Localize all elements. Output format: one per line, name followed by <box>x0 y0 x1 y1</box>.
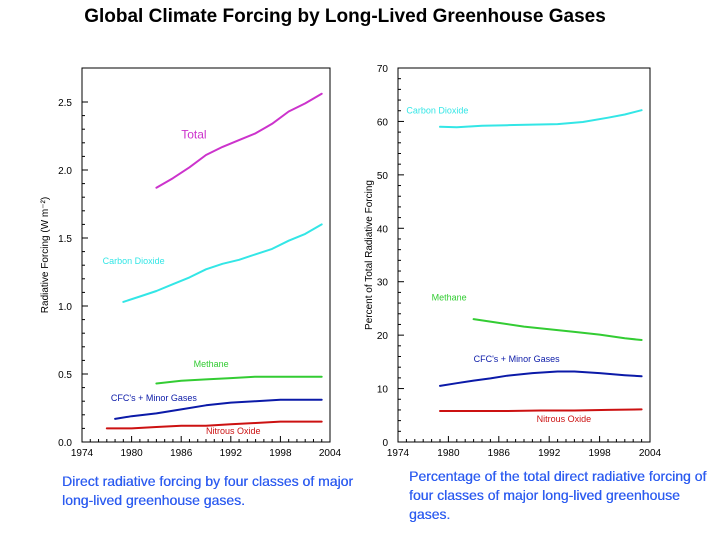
y-axis-label: Radiative Forcing (W m⁻²) <box>40 197 51 313</box>
series-line-nitrous-oxide <box>105 420 323 430</box>
series-label-total: Total <box>181 128 206 142</box>
x-tick-label: 1992 <box>538 448 561 459</box>
x-tick-label: 1974 <box>71 448 94 459</box>
series-label-methane: Methane <box>432 292 467 302</box>
series-line-cfc-s-minor-gases <box>439 370 643 387</box>
x-tick-label: 2004 <box>639 448 662 459</box>
y-axis-label: Percent of Total Radiative Forcing <box>364 180 375 330</box>
chart-radiative-forcing: 1974 1980 1986 1992 1998 2004 0.0 0.5 1.0 1.5 2.0 2… <box>40 67 342 459</box>
series-label-cfc-s-minor-gases: CFC's + Minor Gases <box>111 393 197 403</box>
series-line-total <box>155 92 323 189</box>
series-label-carbon-dioxide: Carbon Dioxide <box>406 105 468 115</box>
series-label-carbon-dioxide: Carbon Dioxide <box>103 256 165 266</box>
chart-percent-forcing: 1974 1980 1986 1992 1998 2004 0 10 20 30 40 50 60 70 P… <box>364 64 662 459</box>
y-tick-label: 0 <box>382 438 388 449</box>
y-tick-label: 20 <box>377 331 389 342</box>
y-tick-label: 0.0 <box>58 438 72 449</box>
series-line-cfc-s-minor-gases <box>114 398 323 420</box>
x-tick-label: 1986 <box>170 448 193 459</box>
y-tick-label: 0.5 <box>58 370 72 381</box>
y-tick-label: 2.5 <box>58 98 72 109</box>
y-tick-label: 1.5 <box>58 234 72 245</box>
series-line-methane <box>155 375 323 385</box>
series-line-carbon-dioxide <box>122 223 323 303</box>
y-tick-label: 70 <box>377 64 389 75</box>
y-tick-label: 60 <box>377 117 389 128</box>
series-label-nitrous-oxide: Nitrous Oxide <box>537 414 592 424</box>
series-label-nitrous-oxide: Nitrous Oxide <box>206 426 261 436</box>
page-title: Global Climate Forcing by Long-Lived Gre… <box>84 6 606 27</box>
x-tick-label: 2004 <box>319 448 342 459</box>
y-tick-label: 30 <box>377 278 389 289</box>
caption-left: Direct radiative forcing by four classes… <box>62 473 353 508</box>
x-tick-label: 1974 <box>387 448 410 459</box>
caption-right: Percentage of the total direct radiative… <box>409 468 707 522</box>
x-tick-label: 1998 <box>588 448 611 459</box>
x-tick-label: 1980 <box>120 448 143 459</box>
y-tick-label: 50 <box>377 171 389 182</box>
x-tick-label: 1980 <box>437 448 460 459</box>
y-tick-label: 40 <box>377 224 389 235</box>
x-tick-label: 1998 <box>269 448 292 459</box>
x-tick-label: 1986 <box>488 448 511 459</box>
series-line-methane <box>472 318 643 341</box>
y-tick-label: 1.0 <box>58 302 72 313</box>
series-line-nitrous-oxide <box>439 408 643 412</box>
x-tick-label: 1992 <box>220 448 243 459</box>
series-label-cfc-s-minor-gases: CFC's + Minor Gases <box>474 354 560 364</box>
series-line-carbon-dioxide <box>439 109 643 129</box>
y-tick-label: 2.0 <box>58 166 72 177</box>
y-tick-label: 10 <box>377 385 389 396</box>
series-label-methane: Methane <box>194 359 229 369</box>
